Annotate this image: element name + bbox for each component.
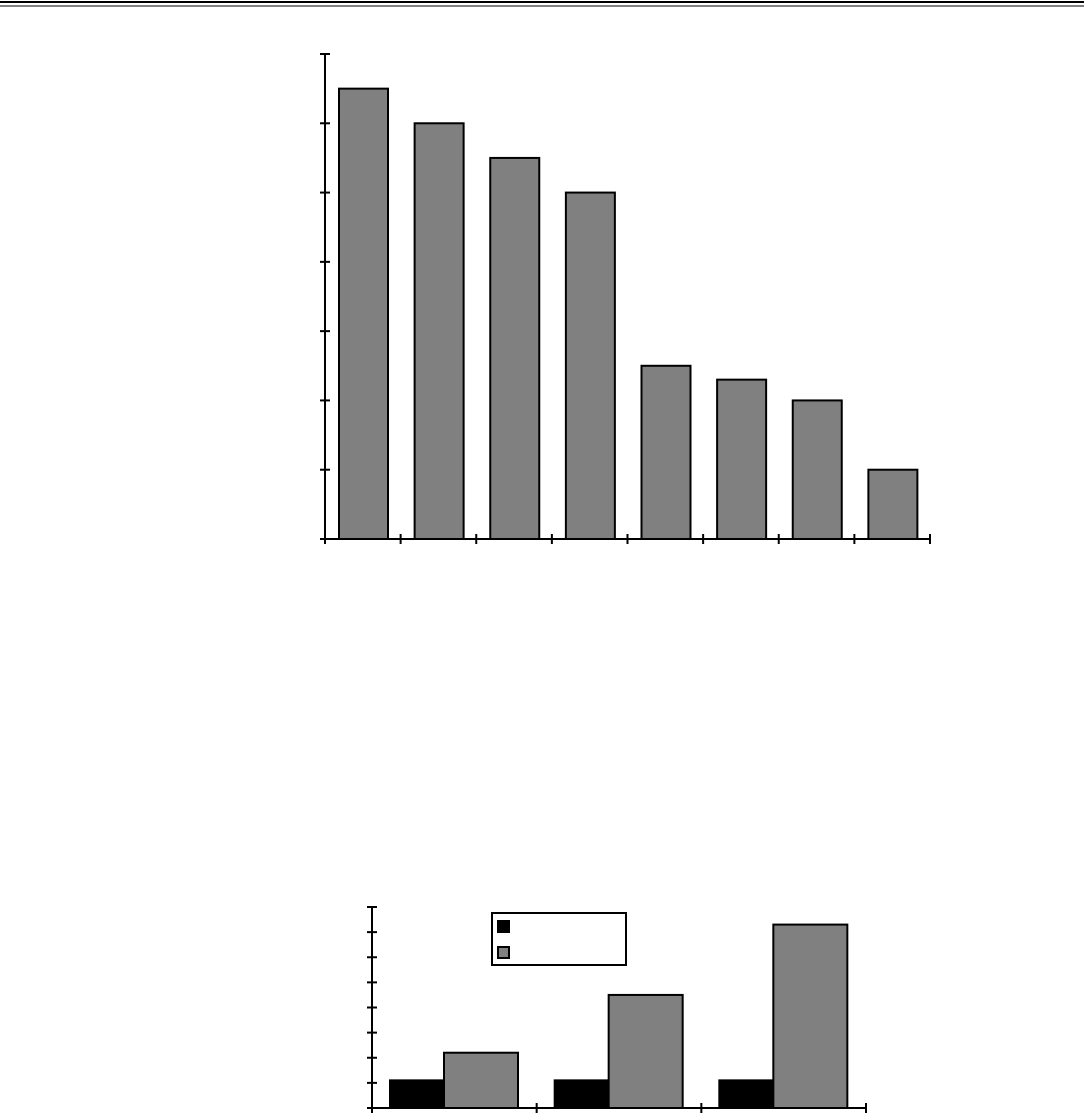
bar xyxy=(564,191,616,540)
bar-series-1 xyxy=(389,1079,445,1110)
bar xyxy=(867,468,919,541)
bar xyxy=(640,364,692,540)
bar xyxy=(791,399,843,540)
legend xyxy=(491,912,627,966)
bar xyxy=(489,156,541,541)
bar xyxy=(338,87,389,541)
bar-series-2 xyxy=(607,993,684,1109)
legend-swatch-series-2 xyxy=(497,946,510,959)
legend-swatch-series-1 xyxy=(497,920,510,933)
bar xyxy=(716,378,768,540)
bar-chart-1 xyxy=(320,53,931,544)
bar-series-1 xyxy=(718,1079,775,1110)
grouped-bar-chart-2 xyxy=(367,906,867,1113)
bar-series-2 xyxy=(443,1051,519,1109)
legend-box xyxy=(491,912,627,966)
bar-series-2 xyxy=(772,923,849,1110)
bar-series-1 xyxy=(553,1079,610,1110)
bar xyxy=(413,122,465,541)
